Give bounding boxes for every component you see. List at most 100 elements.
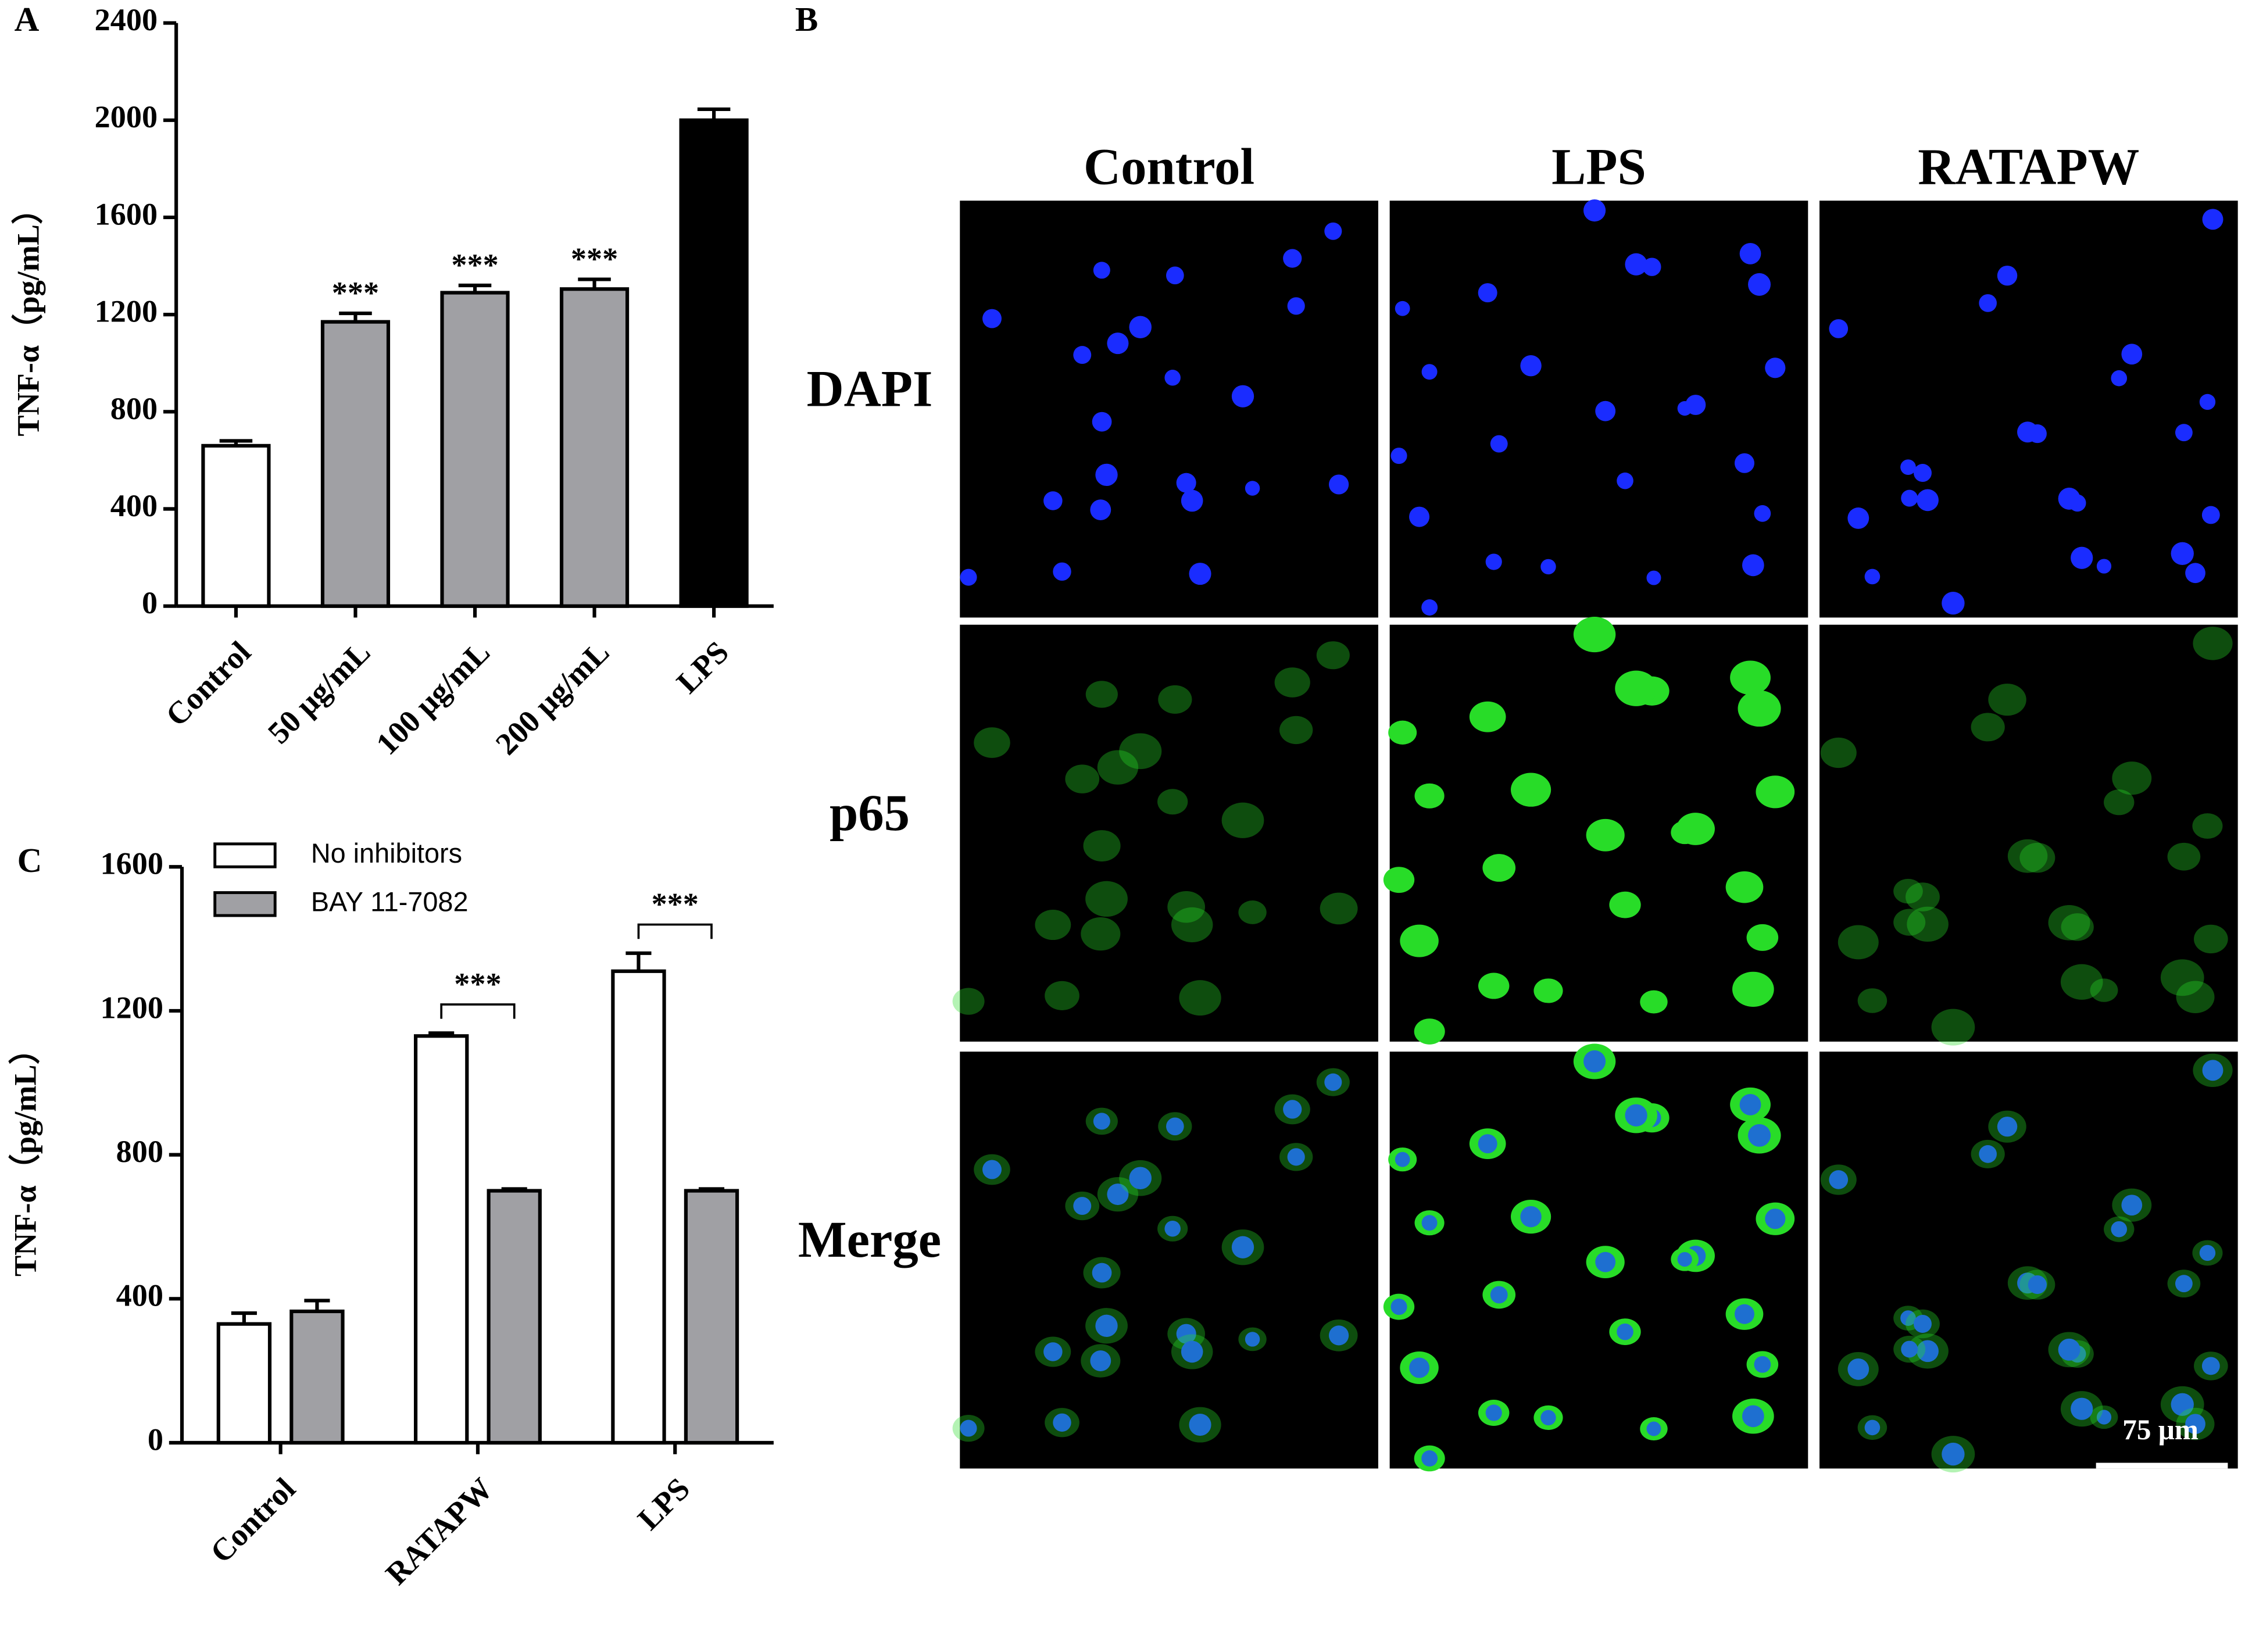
nucleus: [1245, 481, 1260, 496]
cell-body: [1158, 685, 1192, 714]
y-tick-label: 400: [116, 1278, 163, 1313]
bar: [216, 1322, 272, 1445]
column-label: LPS: [1552, 138, 1646, 195]
cell-body: [1035, 910, 1071, 941]
nucleus: [1043, 1342, 1063, 1361]
micrograph: [1819, 1052, 2238, 1469]
cell-body: [2048, 905, 2090, 941]
cell-body: [1179, 980, 1221, 1016]
nucleus: [2171, 1393, 2194, 1416]
nucleus: [1095, 463, 1118, 487]
bar: [440, 291, 510, 608]
nucleus: [1181, 489, 1203, 512]
error-bar: [304, 1299, 330, 1311]
significance-bracket: [637, 923, 713, 939]
nucleus: [1643, 258, 1661, 276]
nucleus: [1189, 563, 1211, 585]
nucleus: [1754, 505, 1771, 522]
nucleus: [1329, 1325, 1349, 1346]
nucleus: [2185, 1414, 2205, 1435]
cell-body: [2176, 981, 2215, 1014]
nucleus: [1490, 1286, 1508, 1304]
micrograph: [960, 201, 1378, 618]
x-tick-label: 100 μg/mL: [369, 634, 496, 761]
cell-body: [1157, 789, 1188, 815]
nucleus: [2175, 424, 2193, 442]
error-bar: [231, 1311, 257, 1324]
nucleus: [1900, 459, 1916, 475]
bar: [679, 118, 749, 608]
x-tick-label: Control: [159, 634, 258, 733]
panel-label: B: [795, 0, 818, 38]
nucleus: [1754, 1356, 1771, 1373]
nucleus: [2199, 1245, 2216, 1261]
nucleus: [1107, 1183, 1129, 1206]
nucleus: [1189, 1414, 1211, 1436]
bar: [684, 1189, 739, 1445]
significance-label: ***: [454, 967, 501, 1002]
cell-body: [2160, 959, 2204, 996]
y-tick-label: 0: [142, 585, 158, 620]
nucleus: [960, 1419, 977, 1437]
cell-body: [1907, 906, 1949, 942]
cell-body: [1857, 988, 1887, 1013]
cell-body: [1820, 737, 1857, 768]
nucleus: [1245, 1332, 1260, 1347]
nucleus: [1583, 1050, 1606, 1073]
nucleus: [1864, 1419, 1881, 1436]
nucleus: [2111, 370, 2128, 387]
nucleus: [1913, 1314, 1932, 1333]
nucleus: [1829, 1170, 1849, 1189]
error-bar: [578, 277, 611, 289]
y-tick-label: 800: [116, 1134, 163, 1169]
cell-body: [1906, 882, 1940, 911]
cell-body: [1640, 990, 1668, 1014]
nucleus: [1095, 1314, 1118, 1337]
nucleus: [1540, 1410, 1556, 1426]
cell-body: [974, 727, 1010, 758]
nucleus: [1901, 489, 1918, 507]
bar: [320, 320, 391, 608]
cell-body: [1671, 820, 1699, 845]
cell-body: [1469, 701, 1506, 732]
cell-body: [1400, 924, 1439, 957]
cell-body: [1388, 720, 1417, 745]
legend-label: BAY 11-7082: [311, 887, 469, 917]
nucleus: [1324, 222, 1342, 240]
cell-body: [1893, 909, 1926, 936]
nucleus: [1847, 1358, 1869, 1380]
y-tick-label: 2000: [95, 99, 158, 134]
y-axis-label: TNF-α（pg/mL）: [8, 1033, 43, 1276]
nucleus: [1625, 1104, 1647, 1127]
nucleus: [1478, 283, 1497, 303]
nucleus: [2111, 1221, 2128, 1238]
error-bar: [697, 107, 731, 120]
cell-body: [1732, 971, 1774, 1007]
cell-body: [1221, 802, 1264, 838]
nucleus: [2201, 506, 2220, 524]
cell-body: [1615, 670, 1657, 706]
cell-body: [1081, 917, 1121, 951]
y-tick-label: 400: [110, 488, 158, 523]
cell-body: [2007, 839, 2048, 873]
cell-body: [2061, 913, 2094, 941]
cell-body: [1414, 1018, 1445, 1045]
nucleus: [1583, 199, 1606, 222]
nucleus: [1283, 1100, 1302, 1119]
cell-body: [2192, 813, 2223, 839]
nucleus: [1765, 357, 1786, 378]
nucleus: [1053, 1413, 1071, 1432]
cell-body: [1085, 681, 1118, 708]
column-label: Control: [1084, 138, 1254, 195]
legend-swatch: [213, 891, 277, 917]
error-bar: [219, 439, 253, 446]
scale-bar-label: 75 μm: [2122, 1414, 2198, 1446]
nucleus: [1997, 265, 2018, 286]
x-tick-label: LPS: [670, 634, 735, 700]
cell-body: [1065, 764, 1100, 793]
y-tick-label: 2400: [95, 2, 158, 37]
row-label: DAPI: [807, 360, 933, 417]
nucleus: [1739, 242, 1761, 264]
nucleus: [1043, 491, 1063, 510]
nucleus: [1421, 1215, 1438, 1231]
